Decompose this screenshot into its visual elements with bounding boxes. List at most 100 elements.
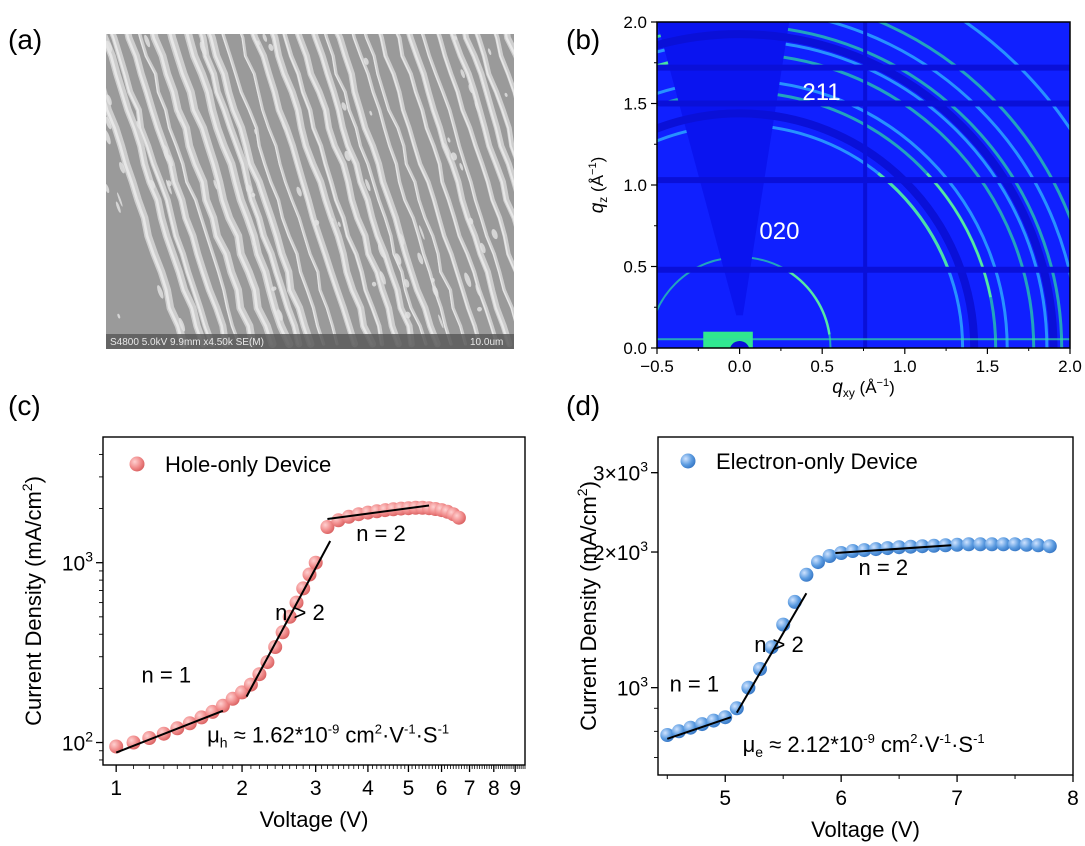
sem-grain xyxy=(418,225,425,240)
horizon-line xyxy=(657,338,1070,341)
panel-label-a: (a) xyxy=(8,24,42,55)
sem-ridge-highlight xyxy=(125,34,226,346)
data-point xyxy=(671,724,686,739)
data-point xyxy=(126,735,141,750)
x-tick-label: 1.5 xyxy=(976,357,1000,376)
legend-label: Electron-only Device xyxy=(716,449,918,474)
sem-grain xyxy=(487,48,492,56)
data-point xyxy=(950,537,965,552)
data-point xyxy=(109,739,124,754)
sem-grain xyxy=(403,279,410,288)
data-point xyxy=(451,510,466,525)
sem-ridge-highlight xyxy=(199,34,300,346)
x-tick-label: 3 xyxy=(310,777,322,800)
sem-grain xyxy=(251,192,256,198)
data-point xyxy=(903,539,918,554)
y-tick-label: 2×103 xyxy=(593,538,648,565)
sem-ridge-highlight xyxy=(335,34,438,346)
sem-ridge xyxy=(474,34,514,160)
sem-grain xyxy=(468,217,474,225)
sem-grain xyxy=(369,110,373,116)
sem-ridge-highlight xyxy=(151,34,253,346)
sem-ridge-highlight xyxy=(312,34,412,346)
sem-grain xyxy=(268,43,274,51)
sem-grain xyxy=(178,317,186,332)
sem-ridge xyxy=(493,34,514,99)
sem-ridge-highlight xyxy=(208,34,311,346)
fit-line xyxy=(327,504,430,520)
sem-ridge-highlight xyxy=(363,34,466,345)
sem-grain xyxy=(117,313,121,319)
sem-grain xyxy=(459,162,464,171)
sem-ridge xyxy=(436,34,514,273)
x-tick-label: 1.0 xyxy=(893,357,917,376)
sem-ridge xyxy=(239,34,339,346)
x-tick-label: 8 xyxy=(488,777,500,800)
slope-annotation: n = 2 xyxy=(356,521,406,546)
sem-ridge-highlight xyxy=(239,34,337,345)
fit-line xyxy=(735,592,808,714)
sem-grain xyxy=(257,40,260,46)
data-point xyxy=(892,540,907,555)
data-point xyxy=(764,640,779,655)
panel-label-b: (b) xyxy=(566,24,600,55)
sem-grain xyxy=(443,143,450,157)
data-point xyxy=(973,537,988,552)
x-tick-label: 1 xyxy=(110,777,122,800)
data-point xyxy=(961,537,976,552)
data-point xyxy=(811,555,825,570)
x-tick-label: 7 xyxy=(951,787,963,810)
y-axis-label: qz (Å−1) xyxy=(587,157,610,214)
sem-grain xyxy=(106,129,111,145)
panel-label-d: (d) xyxy=(566,390,600,421)
sem-grain xyxy=(468,84,474,94)
data-point xyxy=(822,549,837,563)
sem-ridge-highlight xyxy=(436,34,514,272)
fit-line xyxy=(245,540,332,698)
sem-grain xyxy=(475,284,481,297)
sem-grain xyxy=(337,221,341,227)
sem-grain xyxy=(344,150,351,162)
mobility-annotation: μh ≈ 1.62*10-9 cm2·V-1·S-1 xyxy=(207,722,449,751)
detector-gap-vertical xyxy=(863,22,868,348)
y-tick-label: 103 xyxy=(617,674,648,701)
sem-ridge-highlight xyxy=(282,34,382,345)
sem-grain xyxy=(115,201,121,213)
sem-grain xyxy=(379,271,386,285)
beam-center xyxy=(730,341,750,348)
sem-ridge xyxy=(221,34,326,346)
plot-frame xyxy=(657,436,1074,776)
slope-annotation: n > 2 xyxy=(754,632,804,657)
sem-grain xyxy=(106,40,113,53)
sem-grain xyxy=(394,253,402,265)
giwaxs-arc xyxy=(788,270,831,335)
sem-ridge-highlight xyxy=(296,34,399,346)
sem-grain xyxy=(271,286,277,291)
data-point xyxy=(1008,537,1022,552)
data-point xyxy=(915,539,930,554)
panel-label-c: (c) xyxy=(8,390,41,421)
fit-line xyxy=(666,716,732,740)
sem-grain xyxy=(106,116,112,130)
sem-grain xyxy=(464,272,472,288)
sem-grain xyxy=(276,309,283,321)
legend-label: Hole-only Device xyxy=(165,452,331,477)
sem-ridge-highlight xyxy=(494,34,514,97)
x-tick-label: 5 xyxy=(719,787,731,810)
detector-gap-arc xyxy=(657,109,979,348)
sem-caption-right: 10.0um xyxy=(470,337,503,348)
sem-ridge-highlight xyxy=(378,34,480,345)
y-tick-label: 1.0 xyxy=(623,176,647,195)
sem-grain xyxy=(282,122,287,131)
data-point xyxy=(799,567,814,582)
sem-grain xyxy=(432,285,439,297)
legend-marker xyxy=(680,453,696,469)
x-tick-label: 5 xyxy=(403,777,415,800)
sem-grain xyxy=(157,285,164,299)
sem-ridge xyxy=(378,34,482,347)
data-point xyxy=(215,698,230,713)
x-tick-label: −0.5 xyxy=(640,357,674,376)
hole-only-chart: 1 2 3 4 5 6 7 8 9 102 103 Voltage (V) Current Densit… xyxy=(19,436,526,832)
sem-grain xyxy=(363,57,369,65)
